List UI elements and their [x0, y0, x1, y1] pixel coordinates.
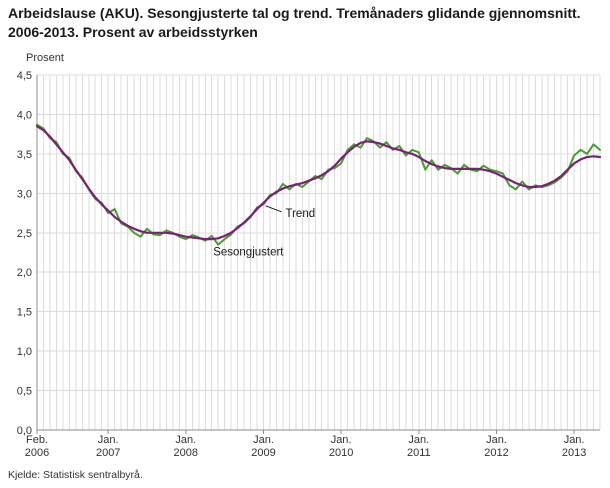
x-tick-label: Jan. 2013: [562, 434, 586, 459]
y-tick-label: 1,0: [17, 346, 32, 358]
x-tick-label: Jan. 2007: [96, 434, 120, 459]
y-tick-label: 2,5: [17, 228, 32, 240]
series-annotation-trend: Trend: [286, 208, 316, 220]
trend-line: [35, 125, 602, 241]
y-tick-label: 4,0: [17, 109, 32, 121]
x-tick-label: Jan. 2008: [174, 434, 198, 459]
y-tick-label: 2,0: [17, 267, 32, 279]
y-tick-label: 3,0: [17, 188, 32, 200]
y-tick-label: 0,5: [17, 386, 32, 398]
y-tick-label: 0,0: [17, 425, 32, 437]
y-tick-label: 3,5: [17, 149, 32, 161]
y-tick-label: 1,5: [17, 307, 32, 319]
x-tick-label: Jan. 2009: [251, 434, 275, 459]
unemployment-line-chart: 0,0 0,5 1,0 1,5 2,0 2,5 3,0 3,5 4,0 4,5 Prosent Feb…: [17, 52, 602, 459]
x-tick-label: Jan. 2012: [484, 434, 508, 459]
x-tick-label: Jan. 2011: [407, 434, 431, 459]
x-tick-label: Feb. 2006: [25, 434, 49, 459]
page-title: Arbeidslause (AKU). Sesongjusterte tal o…: [8, 5, 581, 40]
y-tick-label: 4,5: [17, 70, 32, 82]
x-tick-label: Jan. 2010: [329, 434, 353, 459]
source-credit: Kjelde: Statistisk sentralbyrå.: [8, 469, 143, 481]
y-axis-label: Prosent: [26, 52, 64, 64]
series-annotation-sesongjustert: Sesongjustert: [213, 247, 284, 259]
annotation-leader-line: [265, 205, 282, 213]
